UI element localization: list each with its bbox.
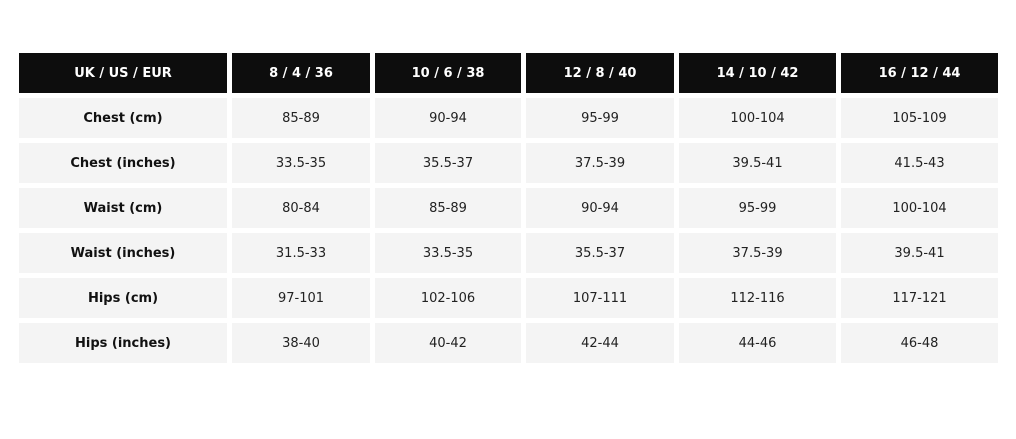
header-cell: 10 / 6 / 38 [375, 53, 521, 93]
table-cell: 35.5-37 [375, 143, 521, 183]
row-label: Chest (inches) [19, 143, 227, 183]
table-cell: 33.5-35 [232, 143, 370, 183]
table-cell: 37.5-39 [679, 233, 836, 273]
table-cell: 107-111 [526, 278, 674, 318]
table-cell: 90-94 [375, 98, 521, 138]
table-cell: 90-94 [526, 188, 674, 228]
row-label: Hips (inches) [19, 323, 227, 363]
table-cell: 44-46 [679, 323, 836, 363]
table-cell: 39.5-41 [679, 143, 836, 183]
row-label: Waist (cm) [19, 188, 227, 228]
table-cell: 105-109 [841, 98, 998, 138]
table-cell: 80-84 [232, 188, 370, 228]
header-cell: 12 / 8 / 40 [526, 53, 674, 93]
table-cell: 85-89 [375, 188, 521, 228]
header-cell: 14 / 10 / 42 [679, 53, 836, 93]
table-cell: 42-44 [526, 323, 674, 363]
table-cell: 46-48 [841, 323, 998, 363]
header-cell: 16 / 12 / 44 [841, 53, 998, 93]
row-label: Waist (inches) [19, 233, 227, 273]
table-cell: 35.5-37 [526, 233, 674, 273]
table-cell: 39.5-41 [841, 233, 998, 273]
table-cell: 102-106 [375, 278, 521, 318]
table-cell: 41.5-43 [841, 143, 998, 183]
header-cell: 8 / 4 / 36 [232, 53, 370, 93]
size-chart-table: UK / US / EUR 8 / 4 / 36 10 / 6 / 38 12 / 8… [19, 53, 998, 363]
header-cell: UK / US / EUR [19, 53, 227, 93]
table-cell: 37.5-39 [526, 143, 674, 183]
row-label: Hips (cm) [19, 278, 227, 318]
table-cell: 97-101 [232, 278, 370, 318]
table-cell: 95-99 [679, 188, 836, 228]
table-cell: 31.5-33 [232, 233, 370, 273]
table-cell: 100-104 [679, 98, 836, 138]
table-cell: 33.5-35 [375, 233, 521, 273]
table-cell: 38-40 [232, 323, 370, 363]
table-cell: 85-89 [232, 98, 370, 138]
table-cell: 95-99 [526, 98, 674, 138]
table-cell: 117-121 [841, 278, 998, 318]
row-label: Chest (cm) [19, 98, 227, 138]
table-cell: 40-42 [375, 323, 521, 363]
table-cell: 112-116 [679, 278, 836, 318]
table-cell: 100-104 [841, 188, 998, 228]
